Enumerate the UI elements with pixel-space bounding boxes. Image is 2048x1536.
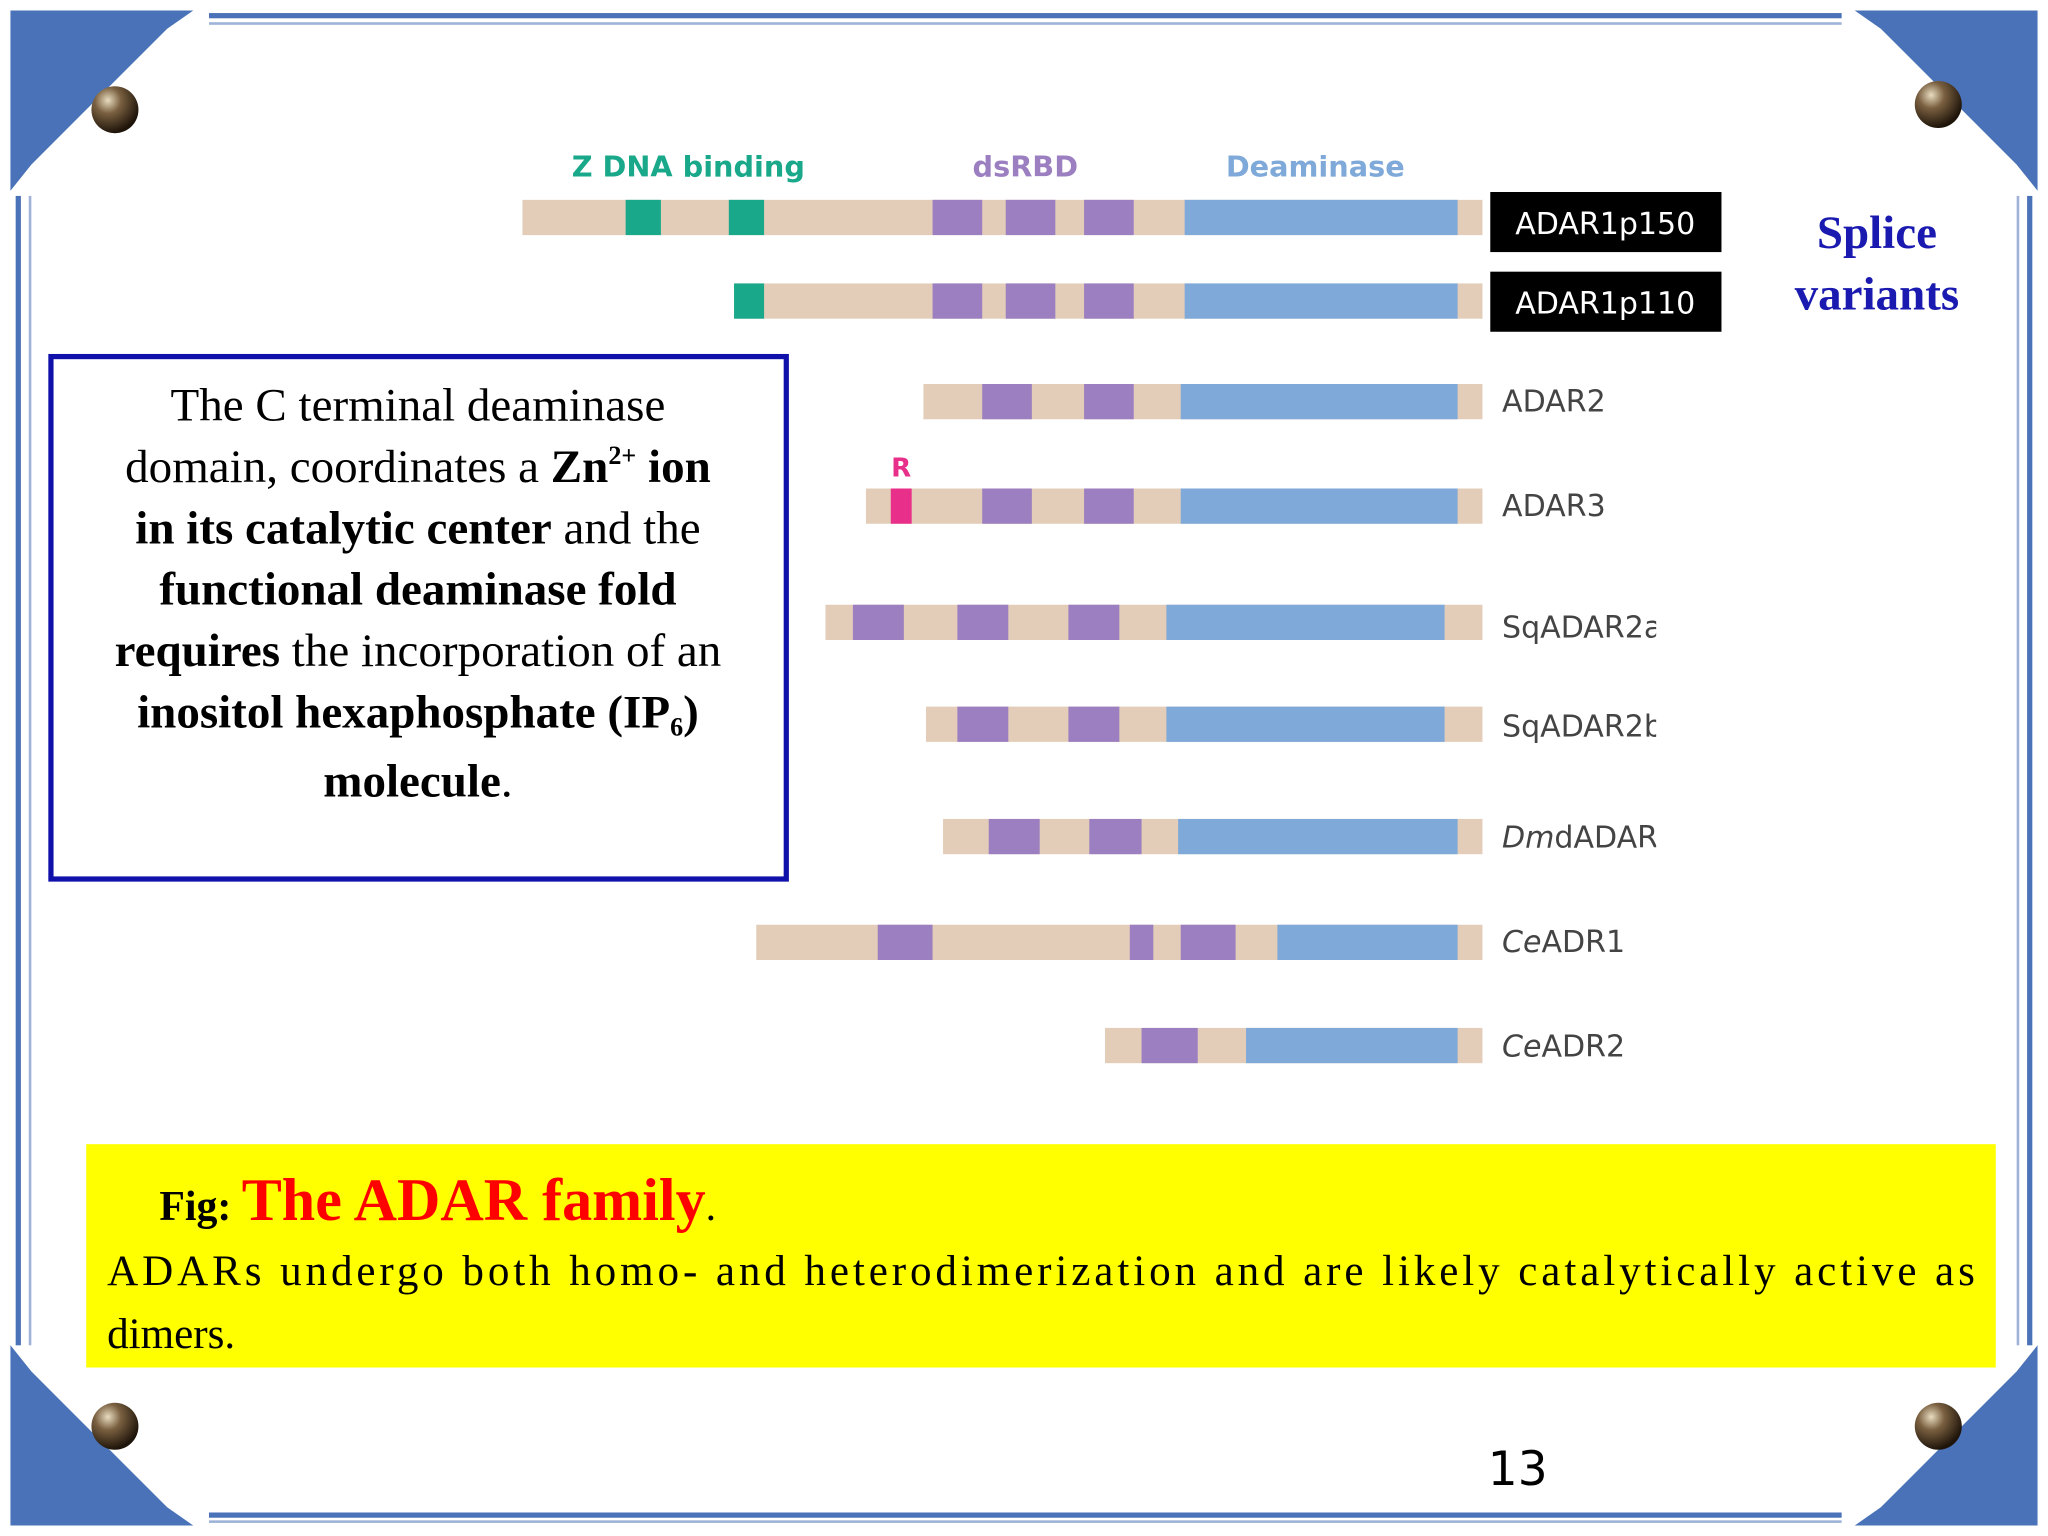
domain	[1180, 488, 1458, 524]
legend-deaminase: Deaminase	[1226, 149, 1405, 183]
caption-title: The ADAR family	[242, 1166, 706, 1233]
domain	[1084, 283, 1134, 319]
domain	[1084, 488, 1134, 524]
domain	[890, 488, 912, 524]
domain	[1068, 706, 1120, 742]
marker-label: R	[891, 454, 911, 484]
page-number: 13	[1488, 1442, 1548, 1497]
domain	[1166, 706, 1445, 742]
text-segment: )	[683, 687, 699, 739]
label-box	[1490, 271, 1722, 332]
text-segment: the incorporation of an	[280, 625, 721, 677]
domain	[728, 199, 765, 236]
label-name: ADR2	[1541, 1030, 1625, 1065]
text-line: molecule.	[323, 756, 512, 808]
text-segment: domain, coordinates a	[125, 441, 551, 493]
splice-label: Splice variants	[1795, 207, 1960, 320]
caption-box	[86, 1144, 1996, 1368]
domain	[1084, 199, 1134, 236]
protein-label: SqADAR2b	[1502, 710, 1663, 745]
text-line: functional deaminase fold	[159, 564, 676, 616]
label-name: dADAR	[1554, 821, 1658, 856]
domain	[1141, 1027, 1198, 1064]
text-line: requires the incorporation of an	[115, 625, 722, 677]
caption-head: Fig: The ADAR family.	[107, 1166, 747, 1233]
protein-label: CeADR1	[1502, 925, 1625, 960]
domain	[1068, 604, 1120, 640]
domain	[1089, 818, 1142, 855]
text-line: The C terminal deaminase	[171, 380, 666, 432]
splice-line: Splice	[1817, 207, 1937, 259]
domain	[988, 818, 1040, 855]
domain	[1180, 384, 1458, 420]
protein-label: ADAR1p150	[1515, 207, 1695, 242]
text-segment: 6	[670, 712, 683, 741]
domain	[1180, 924, 1236, 960]
label-italic: Dm	[1502, 821, 1554, 856]
caption-period: .	[706, 1184, 716, 1230]
text-segment: .	[501, 756, 513, 808]
label-box	[1490, 192, 1722, 253]
domain	[932, 199, 983, 236]
domain	[982, 384, 1032, 420]
text-segment: Zn	[551, 441, 609, 493]
text-segment: 2+	[608, 441, 636, 470]
label-italic: Ce	[1502, 925, 1541, 960]
domain	[734, 283, 765, 319]
text-line: domain, coordinates a Zn2+ ion	[125, 441, 711, 493]
domain	[1184, 199, 1458, 236]
text-segment: inositol hexaphosphate (IP	[137, 687, 670, 739]
protein-label: CeADR2	[1502, 1030, 1625, 1065]
domain	[1129, 924, 1154, 960]
domain	[957, 604, 1009, 640]
label-italic: Ce	[1502, 1030, 1541, 1065]
text-box-lines: The C terminal deaminase domain, coordina…	[115, 380, 722, 808]
protein-label: ADAR1p110	[1515, 286, 1695, 321]
legend: Z DNA binding dsRBD Deaminase R	[572, 149, 1405, 483]
text-box	[48, 353, 789, 882]
domain	[982, 488, 1032, 524]
caption-line: ADARs undergo both homo- and heterodimer…	[107, 1248, 1975, 1295]
domain	[1005, 199, 1056, 236]
text-segment: The C terminal deaminase	[171, 380, 666, 432]
caption-line: dimers.	[107, 1311, 235, 1358]
label-name: ADAR2	[1502, 384, 1606, 419]
text-segment: in its catalytic center	[135, 502, 551, 554]
text-segment: molecule	[323, 756, 501, 808]
domain	[852, 604, 904, 640]
domain	[1178, 818, 1458, 855]
text-segment: and the	[552, 502, 701, 554]
label-name: ADAR3	[1502, 489, 1606, 524]
domain	[1277, 924, 1458, 960]
label-name: SqADAR2a	[1502, 610, 1662, 645]
text-line: in its catalytic center and the	[135, 502, 700, 554]
domain	[1166, 604, 1445, 640]
protein-label: ADAR3	[1502, 489, 1606, 524]
caption-prefix: Fig:	[159, 1184, 231, 1230]
domain	[625, 199, 661, 236]
text-segment: ion	[636, 441, 710, 493]
domain	[1246, 1027, 1458, 1064]
frame	[10, 10, 2038, 1526]
text-line: inositol hexaphosphate (IP6)	[137, 687, 699, 742]
protein-label: SqADAR2a	[1502, 610, 1662, 645]
domain	[1084, 384, 1134, 420]
domain-rows: ADAR1p150 ADAR1p110 ADAR2 ADAR3 SqADAR2a SqAD…	[522, 192, 1722, 1065]
domain	[1184, 283, 1458, 319]
protein-label: DmdADAR	[1502, 821, 1658, 856]
text-segment: requires	[115, 625, 280, 677]
domain	[957, 706, 1009, 742]
domain	[1005, 283, 1056, 319]
protein-label: ADAR2	[1502, 384, 1606, 419]
domain	[877, 924, 933, 960]
label-name: SqADAR2b	[1502, 710, 1663, 745]
splice-line: variants	[1795, 269, 1960, 321]
label-name: ADR1	[1541, 925, 1625, 960]
domain	[932, 283, 983, 319]
legend-dsrbd: dsRBD	[973, 149, 1079, 183]
legend-zdna: Z DNA binding	[572, 149, 805, 183]
text-segment: functional deaminase fold	[159, 564, 676, 616]
